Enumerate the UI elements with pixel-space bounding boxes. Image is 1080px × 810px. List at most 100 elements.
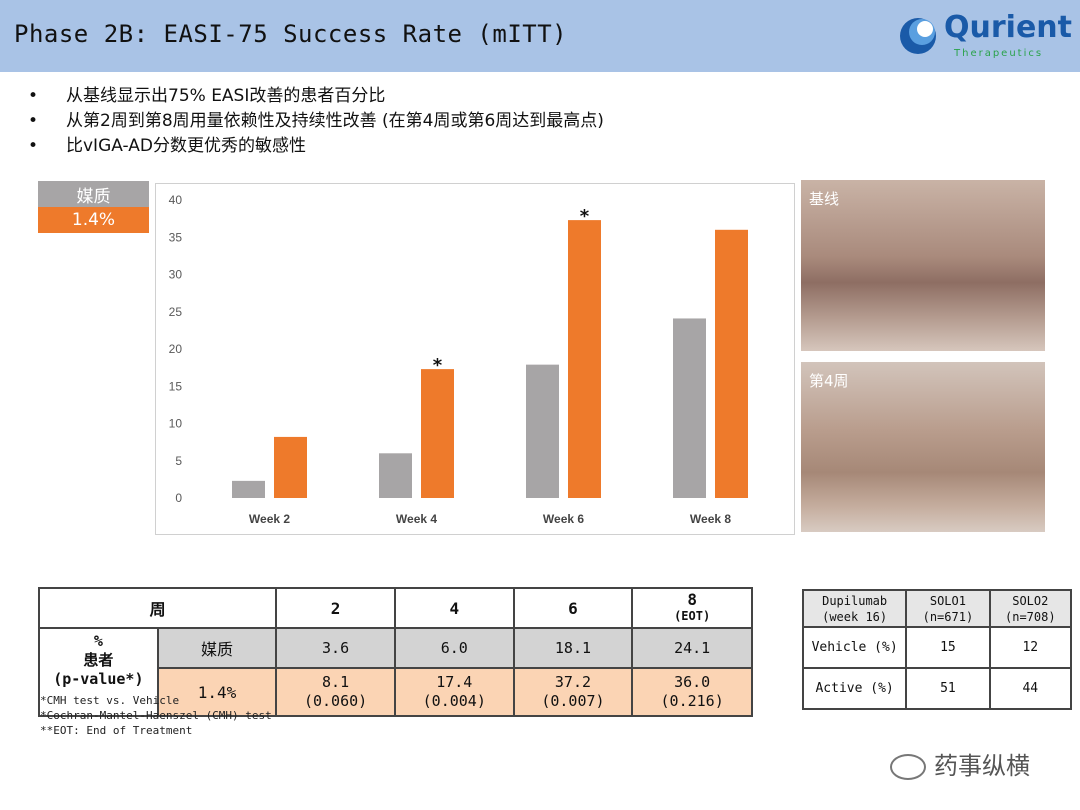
- bar: [421, 369, 454, 498]
- row-group-label: % 患者 (p-value*): [38, 627, 159, 717]
- header-line: SOLO2: [1012, 593, 1049, 608]
- table-cell: 12: [988, 626, 1073, 669]
- row-label-line: (p-value*): [53, 670, 144, 688]
- table-row: Active (%) 51 44: [801, 667, 1073, 710]
- y-tick-label: 40: [169, 193, 183, 207]
- header-cell: 8 (EOT): [631, 587, 753, 629]
- cell-value: 37.2: [554, 673, 592, 691]
- bullet-item: • 从基线显示出75% EASI改善的患者百分比: [28, 84, 604, 109]
- x-tick-label: Week 4: [396, 512, 437, 526]
- bar: [379, 453, 412, 498]
- dupilumab-header-cell: SOLO2 (n=708): [988, 589, 1073, 628]
- header-line: (week 16): [822, 609, 888, 624]
- footnote: **EOT: End of Treatment: [40, 724, 193, 737]
- header-line: (n=708): [1005, 609, 1056, 624]
- bullet-dot-icon: •: [28, 111, 39, 131]
- cell-value: 8.1: [322, 673, 350, 691]
- bullet-text: 比vIGA-AD分数更优秀的敏感性: [66, 136, 306, 156]
- cell-value: 36.0: [674, 673, 711, 691]
- dupilumab-table: Dupilumab (week 16) SOLO1 (n=671) SOLO2 (n=…: [801, 589, 1073, 710]
- results-table: 周 2 4 6 8 (EOT) % 患者 (p-value*) 媒质 3.6 6.…: [37, 587, 753, 717]
- x-tick-label: Week 6: [543, 512, 584, 526]
- y-axis-label: % Success Rate: [156, 298, 157, 399]
- cell-pvalue: (0.216): [660, 692, 724, 710]
- footnotes: *CMH test vs. Vehicle *Cochran-Mantel-Ha…: [40, 693, 272, 738]
- table-cell: 6.0: [393, 627, 515, 669]
- bullet-item: • 比vIGA-AD分数更优秀的敏感性: [28, 134, 604, 159]
- row-label-line: %: [93, 632, 103, 650]
- bar: [274, 436, 307, 498]
- bullet-item: • 从第2周到第8周用量依赖性及持续性改善 (在第4周或第6周达到最高点): [28, 109, 604, 134]
- cell-pvalue: (0.004): [422, 692, 486, 710]
- header-cell: 4: [393, 587, 515, 629]
- footnote: *Cochran-Mantel-Haenszel (CMH) test: [40, 709, 272, 722]
- table-header-row: 周 2 4 6 8 (EOT): [37, 587, 753, 629]
- bullet-text: 从第2周到第8周用量依赖性及持续性改善 (在第4周或第6周达到最高点): [66, 111, 604, 131]
- bar-chart: 0 5 10 15 20 25 30 35 40 % Success Rate Week 2 * Wee…: [155, 183, 795, 535]
- bullet-list: • 从基线显示出75% EASI改善的患者百分比 • 从第2周到第8周用量依赖性及持…: [28, 84, 604, 159]
- header-line: SOLO1: [929, 593, 966, 608]
- chart-legend: 媒质 1.4%: [38, 181, 149, 233]
- x-tick-label: Week 8: [690, 512, 731, 526]
- logo-swirl-icon: [900, 18, 936, 54]
- bar: [673, 318, 706, 498]
- dupilumab-header-row: Dupilumab (week 16) SOLO1 (n=671) SOLO2 (n=…: [801, 589, 1073, 628]
- header-bar: Phase 2B: EASI-75 Success Rate (mITT) Qu…: [0, 0, 1080, 72]
- table-cell: 17.4 (0.004): [393, 667, 515, 717]
- footnote: *CMH test vs. Vehicle: [40, 694, 180, 707]
- table-cell: 44: [988, 667, 1073, 710]
- table-row: 1.4% 8.1 (0.060) 17.4 (0.004) 37.2 (0.007) …: [39, 667, 753, 717]
- y-tick-label: 15: [169, 379, 183, 393]
- table-cell: 36.0 (0.216): [631, 667, 753, 717]
- week4-photo-label: 第4周: [809, 372, 849, 390]
- baseline-photo-label: 基线: [809, 190, 840, 208]
- table-row: Vehicle (%) 15 12: [801, 626, 1073, 669]
- header-cell: 2: [275, 587, 396, 629]
- row-label-line: 患者: [83, 651, 114, 669]
- bar: [526, 364, 559, 498]
- header-line: Dupilumab: [822, 593, 888, 608]
- watermark-text: 药事纵横: [934, 752, 1030, 780]
- week4-photo: 第4周: [801, 362, 1045, 532]
- header-cell: 6: [512, 587, 634, 629]
- watermark: 药事纵横: [890, 746, 1030, 781]
- baseline-photo: 基线: [801, 180, 1045, 351]
- table-cell: 37.2 (0.007): [512, 667, 634, 717]
- wechat-icon: [890, 754, 926, 780]
- cell-pvalue: (0.007): [541, 692, 605, 710]
- bullet-dot-icon: •: [28, 136, 39, 156]
- bar: [715, 229, 748, 499]
- bar: [568, 220, 601, 499]
- y-tick-label: 25: [169, 305, 183, 319]
- y-tick-label: 0: [175, 491, 182, 505]
- cell-pvalue: (0.060): [303, 692, 368, 710]
- legend-active: 1.4%: [38, 207, 149, 233]
- significance-marker: *: [580, 206, 590, 227]
- vehicle-label-cell: 媒质: [156, 627, 278, 669]
- header-cell-eot: (EOT): [674, 609, 711, 623]
- bullet-text: 从基线显示出75% EASI改善的患者百分比: [66, 86, 386, 106]
- y-tick-label: 5: [175, 454, 182, 468]
- page-title: Phase 2B: EASI-75 Success Rate (mITT): [14, 20, 568, 48]
- dupilumab-header-cell: SOLO1 (n=671): [905, 589, 991, 628]
- header-line: (n=671): [922, 609, 974, 624]
- header-cell-week: 周: [37, 587, 278, 629]
- legend-vehicle: 媒质: [38, 181, 149, 207]
- logo-text: Qurient: [944, 10, 1072, 45]
- table-cell: 15: [905, 626, 991, 669]
- table-row: % 患者 (p-value*) 媒质 3.6 6.0 18.1 24.1: [38, 627, 753, 717]
- y-tick-label: 35: [169, 230, 183, 244]
- logo-subtitle: Therapeutics: [954, 48, 1044, 59]
- header-cell-value: 8: [687, 590, 697, 609]
- table-cell: 24.1: [631, 627, 753, 669]
- row-label: Active (%): [801, 667, 908, 710]
- table-cell: 18.1: [512, 627, 634, 669]
- table-cell: 51: [905, 667, 991, 710]
- bullet-dot-icon: •: [28, 86, 39, 106]
- active-label-cell: 1.4%: [156, 667, 278, 717]
- table-cell: 3.6: [275, 627, 396, 669]
- bar-chart-svg: 0 5 10 15 20 25 30 35 40 % Success Rate Week 2 * Wee…: [156, 193, 748, 526]
- company-logo: Qurient Therapeutics: [896, 8, 1072, 66]
- y-tick-label: 20: [169, 342, 183, 356]
- significance-marker: *: [433, 355, 443, 376]
